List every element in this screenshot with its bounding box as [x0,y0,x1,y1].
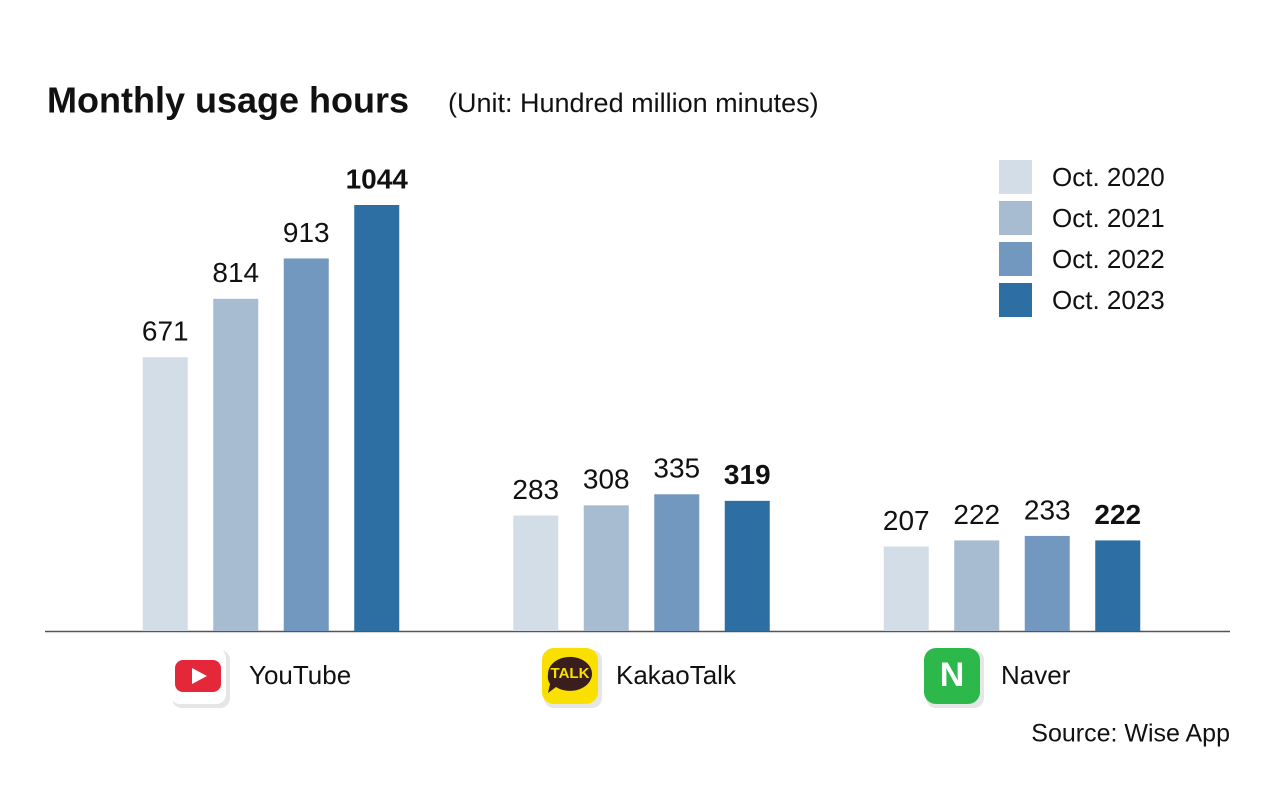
legend-label: Oct. 2020 [1052,162,1165,192]
legend-swatch [999,201,1032,235]
value-label: 207 [883,505,930,536]
legend-swatch [999,242,1032,276]
bar [1095,540,1141,631]
bar [283,258,329,631]
category-label: KakaoTalk [616,660,737,690]
value-label: 335 [653,453,700,484]
icon-bubble [547,656,592,693]
category-icon: TALK [542,648,602,708]
icon-label: TALK [551,665,590,682]
legend-label: Oct. 2022 [1052,244,1165,274]
bar [724,500,770,631]
value-label: 308 [583,464,630,495]
category-label: Naver [1001,660,1071,690]
value-label: 913 [283,217,330,248]
category-label: YouTube [249,660,351,690]
value-label: 1044 [346,163,409,194]
value-label: 233 [1024,494,1071,525]
value-label: 814 [212,257,259,288]
chart-subtitle: (Unit: Hundred million minutes) [448,88,819,118]
icon-play [192,668,207,684]
category-icon: N [924,648,984,708]
bar [654,494,700,631]
bar [1024,535,1070,631]
value-label: 671 [142,316,189,347]
icon-bg [924,648,980,704]
value-label: 222 [1094,499,1141,530]
source: Source: Wise App [1031,720,1230,748]
icon-label: N [940,656,965,694]
legend-swatch [999,283,1032,317]
bar [354,205,400,631]
chart-title: Monthly usage hours [47,80,409,121]
value-label: 222 [953,499,1000,530]
bar [583,505,629,631]
legend-swatch [999,160,1032,194]
category-icon [170,648,230,708]
bar [513,515,559,631]
legend-label: Oct. 2021 [1052,203,1165,233]
bar [954,540,1000,631]
bar [142,357,188,631]
bar [883,546,929,631]
bar [213,298,259,631]
legend-label: Oct. 2023 [1052,285,1165,315]
value-label: 319 [724,459,771,490]
value-label: 283 [512,474,559,505]
